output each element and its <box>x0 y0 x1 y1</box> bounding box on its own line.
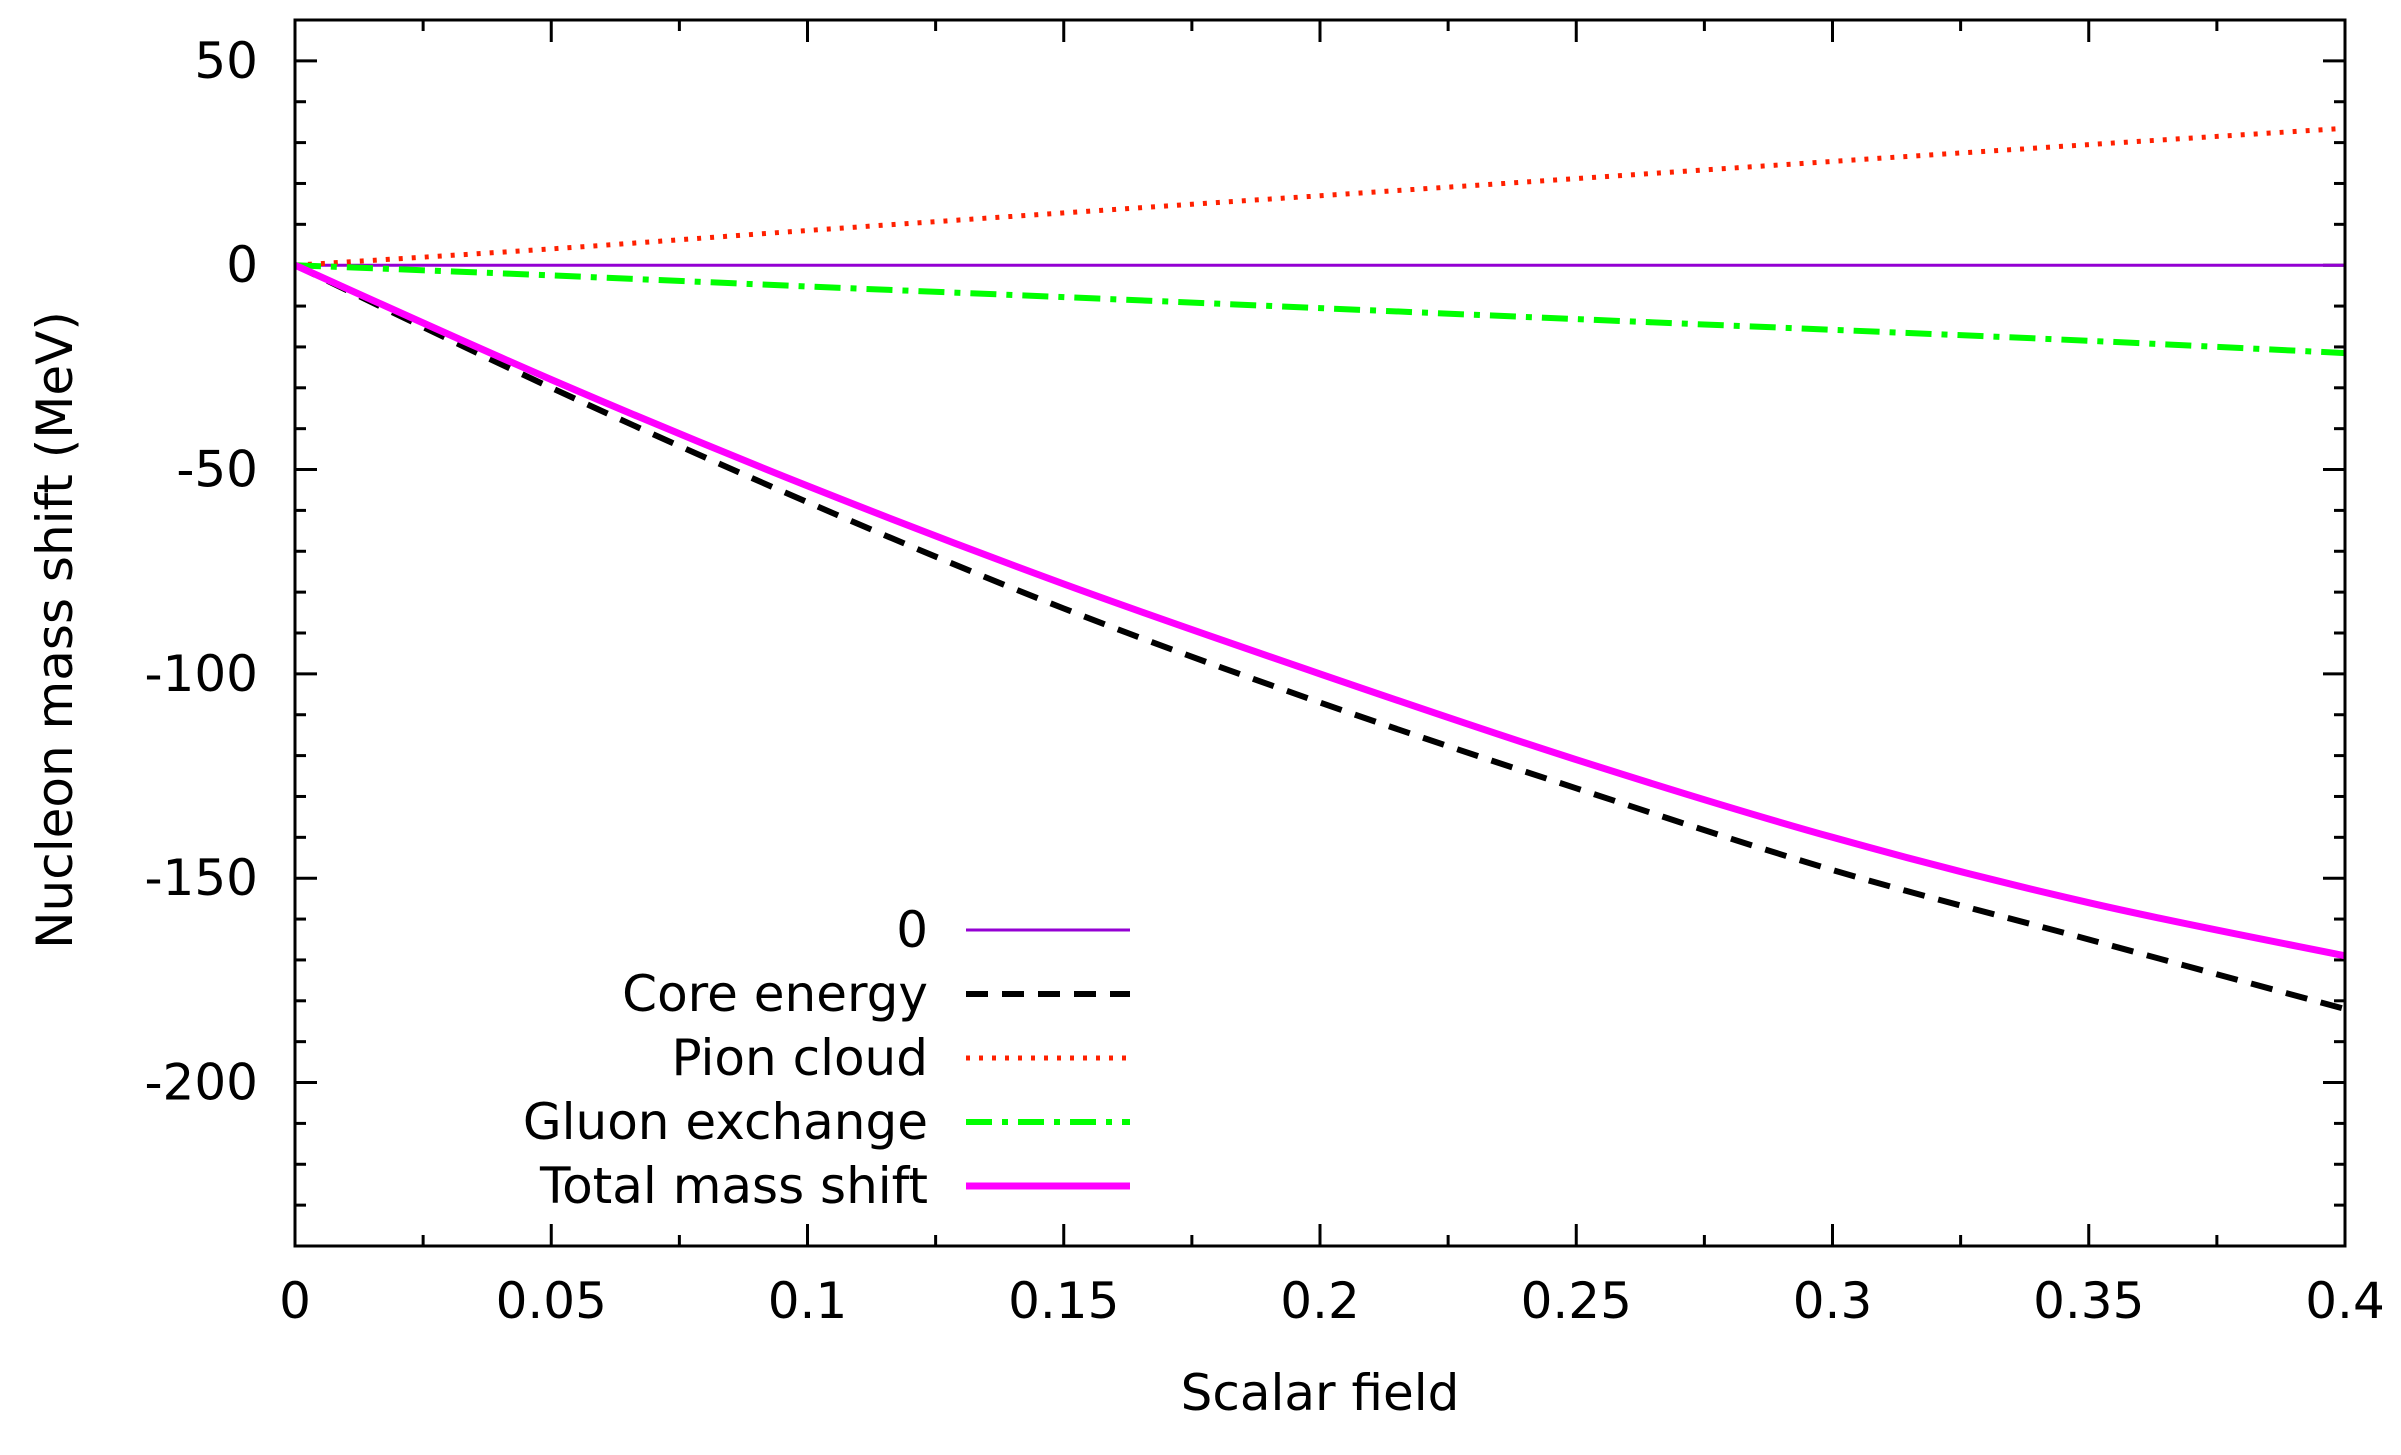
y-tick-label: 50 <box>194 32 258 90</box>
legend-label: Total mass shift <box>539 1157 928 1215</box>
x-tick-label: 0.25 <box>1521 1272 1632 1330</box>
legend-label: Core energy <box>622 965 928 1023</box>
x-tick-label: 0 <box>279 1272 311 1330</box>
series-layer <box>293 125 2346 1012</box>
x-tick-labels: 0 0.05 0.1 0.15 0.2 0.25 0.3 0.35 0.4 <box>279 1272 2385 1330</box>
y-tick-label: 0 <box>226 236 258 294</box>
x-tick-label: 0.15 <box>1008 1272 1119 1330</box>
x-axis-title: Scalar field <box>1181 1364 1460 1422</box>
plot-frame <box>293 18 2347 1248</box>
ticks-layer <box>293 20 2347 1246</box>
series-line <box>293 262 2346 1012</box>
y-tick-label: -100 <box>145 645 258 703</box>
legend-label: Pion cloud <box>671 1029 928 1087</box>
series-line <box>293 262 2346 960</box>
legend: 0 Core energy Pion cloud Gluon exchange Tota… <box>523 901 1130 1215</box>
legend-label: Gluon exchange <box>523 1093 928 1151</box>
x-tick-label: 0.4 <box>2305 1272 2385 1330</box>
x-tick-label: 0.05 <box>496 1272 607 1330</box>
y-axis-title: Nucleon mass shift (MeV) <box>26 311 84 949</box>
x-tick-label: 0.35 <box>2033 1272 2144 1330</box>
y-tick-label: -150 <box>145 849 258 907</box>
series-line <box>294 262 2346 357</box>
legend-label: 0 <box>896 901 928 959</box>
y-tick-label: -200 <box>145 1054 258 1112</box>
series-line <box>294 125 2346 268</box>
x-tick-label: 0.1 <box>768 1272 848 1330</box>
x-tick-label: 0.2 <box>1280 1272 1360 1330</box>
y-tick-label: -50 <box>176 441 258 499</box>
y-tick-labels: 50 0 -50 -100 -150 -200 <box>145 32 258 1112</box>
x-tick-label: 0.3 <box>1793 1272 1873 1330</box>
